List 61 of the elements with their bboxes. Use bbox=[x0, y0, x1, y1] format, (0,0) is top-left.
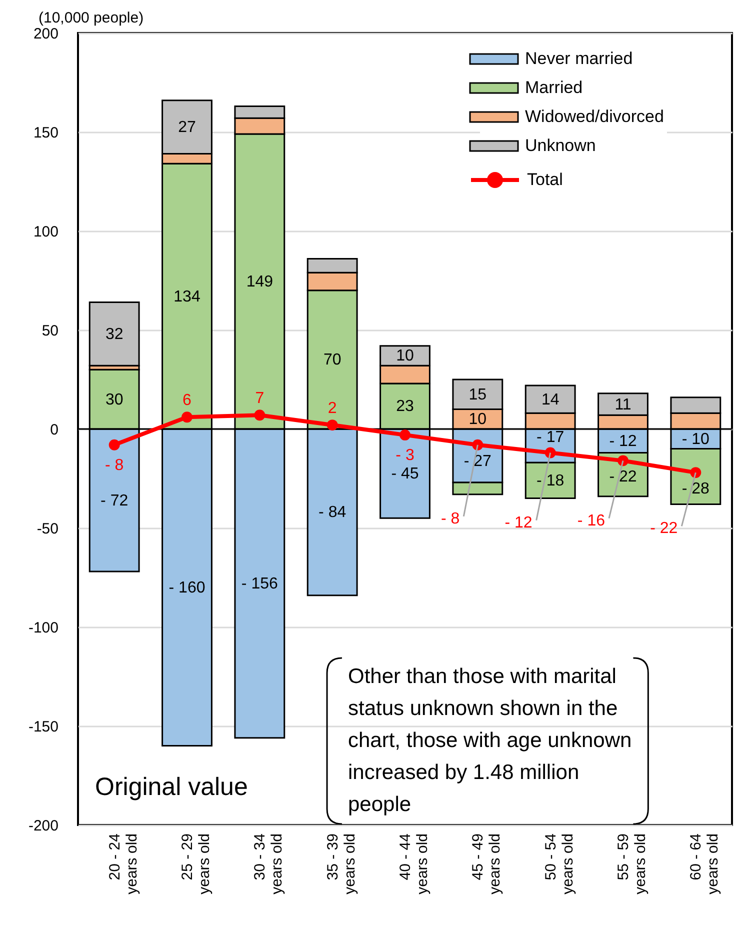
data-label: - 72 bbox=[100, 492, 128, 510]
point bbox=[690, 467, 702, 478]
legend-label: Unknown bbox=[525, 136, 596, 155]
point bbox=[254, 410, 266, 421]
data-label: - 28 bbox=[682, 480, 710, 498]
data-label: 30 bbox=[105, 391, 124, 408]
data-label: 7 bbox=[255, 390, 264, 408]
data-label: 70 bbox=[323, 352, 342, 369]
data-label: - 12 bbox=[609, 432, 637, 450]
data-label: - 12 bbox=[504, 514, 532, 532]
x-tick-label: 20 - 24 years old bbox=[106, 834, 140, 894]
data-label: 6 bbox=[182, 392, 192, 410]
point bbox=[108, 439, 120, 450]
y-axis-title: (10,000 people) bbox=[38, 10, 144, 26]
data-label: - 3 bbox=[396, 446, 414, 464]
legend-label: Widowed/divorced bbox=[525, 107, 664, 126]
data-label: - 8 bbox=[440, 510, 460, 528]
y-tick-label: 100 bbox=[33, 224, 58, 240]
data-label: 10 bbox=[468, 411, 487, 428]
y-tick-label: -50 bbox=[36, 520, 58, 538]
point bbox=[182, 412, 192, 423]
data-label: - 160 bbox=[168, 579, 206, 596]
data-label: 14 bbox=[541, 391, 560, 408]
data-label: - 18 bbox=[536, 472, 564, 490]
data-label: 2 bbox=[328, 400, 337, 418]
point bbox=[544, 447, 556, 458]
data-label: 11 bbox=[614, 396, 632, 414]
data-label: 23 bbox=[396, 398, 414, 416]
point bbox=[618, 455, 628, 466]
data-label: 134 bbox=[174, 288, 200, 306]
annotation: Other than those with marital status unknown shown in the chart, those with age unknown increased by 1.48 million people bbox=[348, 665, 632, 816]
y-tick-label: 150 bbox=[33, 124, 58, 142]
y-tick-label: 50 bbox=[42, 322, 58, 340]
data-label: 15 bbox=[468, 386, 487, 404]
data-label: 149 bbox=[246, 273, 274, 290]
data-label: - 22 bbox=[650, 520, 678, 538]
point bbox=[400, 429, 410, 440]
bar bbox=[88, 302, 140, 366]
y-tick-label: -150 bbox=[28, 718, 58, 736]
y-tick-label: -200 bbox=[28, 818, 58, 834]
legend-label: Never married bbox=[525, 49, 633, 68]
y-tick-label: 0 bbox=[50, 422, 58, 438]
legend-label: Married bbox=[525, 78, 583, 97]
data-label: - 8 bbox=[104, 456, 124, 474]
y-tick-label: 200 bbox=[33, 26, 58, 42]
data-label: 10 bbox=[396, 348, 414, 365]
legend-label: Total bbox=[527, 170, 563, 189]
data-label: 27 bbox=[178, 119, 196, 136]
data-label: - 16 bbox=[577, 512, 606, 530]
y-tick-label: -100 bbox=[28, 620, 58, 636]
data-label: 32 bbox=[105, 326, 124, 343]
data-label: - 27 bbox=[464, 452, 492, 470]
data-label: - 156 bbox=[241, 575, 278, 592]
data-label: - 10 bbox=[682, 430, 710, 448]
point bbox=[326, 420, 338, 431]
data-label: - 22 bbox=[609, 468, 637, 486]
data-label: - 45 bbox=[391, 466, 419, 483]
data-label: - 17 bbox=[536, 429, 564, 446]
annotation: Original value bbox=[95, 773, 248, 801]
data-label: - 84 bbox=[318, 504, 346, 522]
point bbox=[472, 439, 484, 450]
